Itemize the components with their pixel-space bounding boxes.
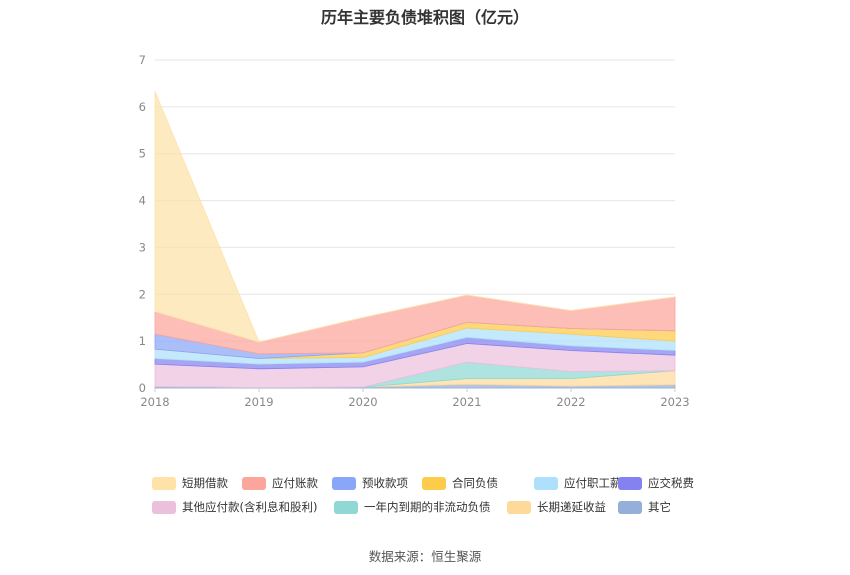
legend-label: 应付职工薪酬 — [564, 476, 633, 490]
x-tick-label: 2020 — [348, 395, 377, 409]
legend-item[interactable]: 长期递延收益 — [507, 499, 606, 515]
legend-label: 合同负债 — [452, 476, 498, 490]
y-tick-label: 6 — [139, 100, 146, 114]
legend-swatch — [152, 500, 176, 514]
chart-plot: 0 1 2 3 4 5 6 7 2018 2019 2020 2021 2022 2023 — [139, 53, 690, 409]
y-tick-label: 5 — [139, 147, 146, 161]
x-tick-label: 2021 — [452, 395, 481, 409]
area-短期借款 — [154, 91, 676, 343]
legend-swatch — [242, 476, 266, 490]
legend-swatch — [618, 476, 642, 490]
legend-label: 预收款项 — [362, 476, 408, 490]
y-tick-label: 7 — [139, 53, 146, 67]
legend-swatch — [534, 476, 558, 490]
legend-item[interactable]: 预收款项 — [332, 475, 408, 491]
legend-label: 一年内到期的非流动负债 — [364, 500, 491, 514]
source-note: 数据来源：恒生聚源 — [368, 549, 482, 564]
legend-swatch — [422, 476, 446, 490]
legend-swatch — [334, 500, 358, 514]
legend-swatch — [507, 500, 531, 514]
legend-item[interactable]: 应付账款 — [242, 475, 318, 491]
y-tick-label: 0 — [139, 381, 146, 395]
legend-swatch — [152, 476, 176, 490]
stacked-areas — [154, 91, 676, 389]
legend-label: 应交税费 — [648, 476, 694, 490]
legend-item[interactable]: 一年内到期的非流动负债 — [334, 499, 491, 515]
y-tick-label: 3 — [139, 240, 146, 254]
legend-label: 其它 — [648, 500, 671, 514]
y-tick-label: 1 — [139, 334, 146, 348]
legend-item[interactable]: 其他应付款(含利息和股利) — [152, 499, 317, 515]
legend-label: 其他应付款(含利息和股利) — [182, 500, 318, 514]
legend-item[interactable]: 合同负债 — [422, 475, 498, 491]
y-tick-label: 4 — [139, 194, 146, 208]
legend-item[interactable]: 其它 — [618, 499, 671, 515]
x-tick-label: 2019 — [244, 395, 273, 409]
x-tick-label: 2022 — [556, 395, 585, 409]
legend-swatch — [332, 476, 356, 490]
x-tick-label: 2023 — [660, 395, 689, 409]
legend-label: 长期递延收益 — [537, 500, 606, 514]
legend-item[interactable]: 短期借款 — [152, 475, 228, 491]
legend-swatch — [618, 500, 642, 514]
x-tick-label: 2018 — [140, 395, 169, 409]
chart-title: 历年主要负债堆积图（亿元） — [320, 8, 529, 27]
legend-item[interactable]: 应交税费 — [618, 475, 694, 491]
legend-item[interactable]: 应付职工薪酬 — [534, 475, 633, 491]
x-axis: 2018 2019 2020 2021 2022 2023 — [140, 388, 690, 409]
y-tick-label: 2 — [139, 287, 146, 301]
legend-label: 应付账款 — [272, 476, 318, 490]
y-axis: 0 1 2 3 4 5 6 7 — [139, 53, 146, 395]
legend-label: 短期借款 — [182, 476, 228, 490]
